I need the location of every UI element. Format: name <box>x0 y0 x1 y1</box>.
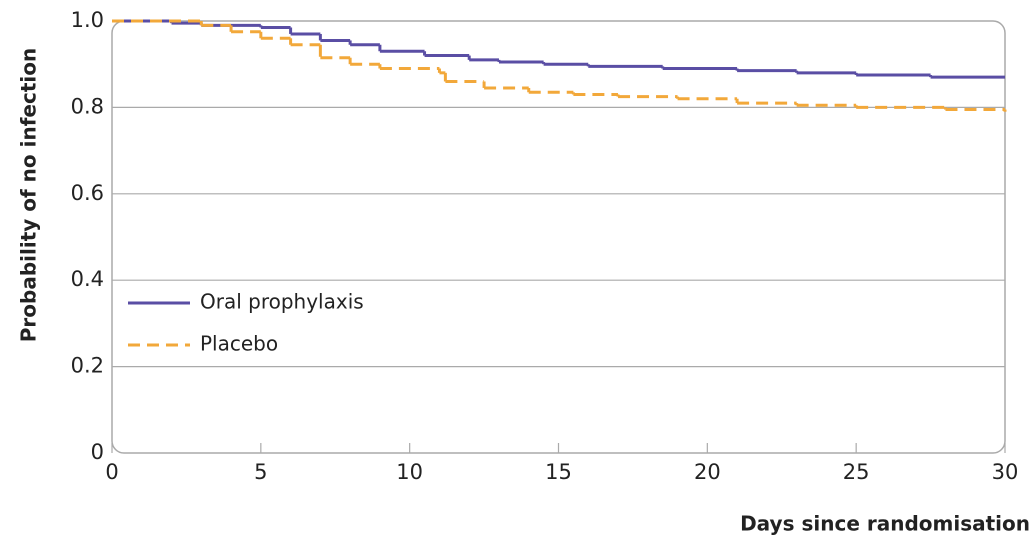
x-axis-title: Days since randomisation <box>740 512 1030 536</box>
legend-label: Oral prophylaxis <box>200 290 364 314</box>
y-tick-label: 0.2 <box>71 354 104 378</box>
legend-label: Placebo <box>200 332 278 356</box>
plot-frame <box>111 20 1006 454</box>
x-tick-label: 0 <box>105 460 118 484</box>
y-axis-title: Probability of no infection <box>17 48 41 342</box>
y-tick-label: 0 <box>91 440 104 464</box>
y-tick-label: 1.0 <box>71 8 104 32</box>
y-tick-label: 0.6 <box>71 181 104 205</box>
x-tick-label: 10 <box>396 460 423 484</box>
x-tick-label: 15 <box>545 460 572 484</box>
y-tick-label: 0.4 <box>71 267 104 291</box>
x-tick-label: 20 <box>694 460 721 484</box>
x-tick-label: 25 <box>843 460 870 484</box>
x-tick-label: 30 <box>992 460 1019 484</box>
x-tick-label: 5 <box>254 460 267 484</box>
y-tick-label: 0.8 <box>71 94 104 118</box>
